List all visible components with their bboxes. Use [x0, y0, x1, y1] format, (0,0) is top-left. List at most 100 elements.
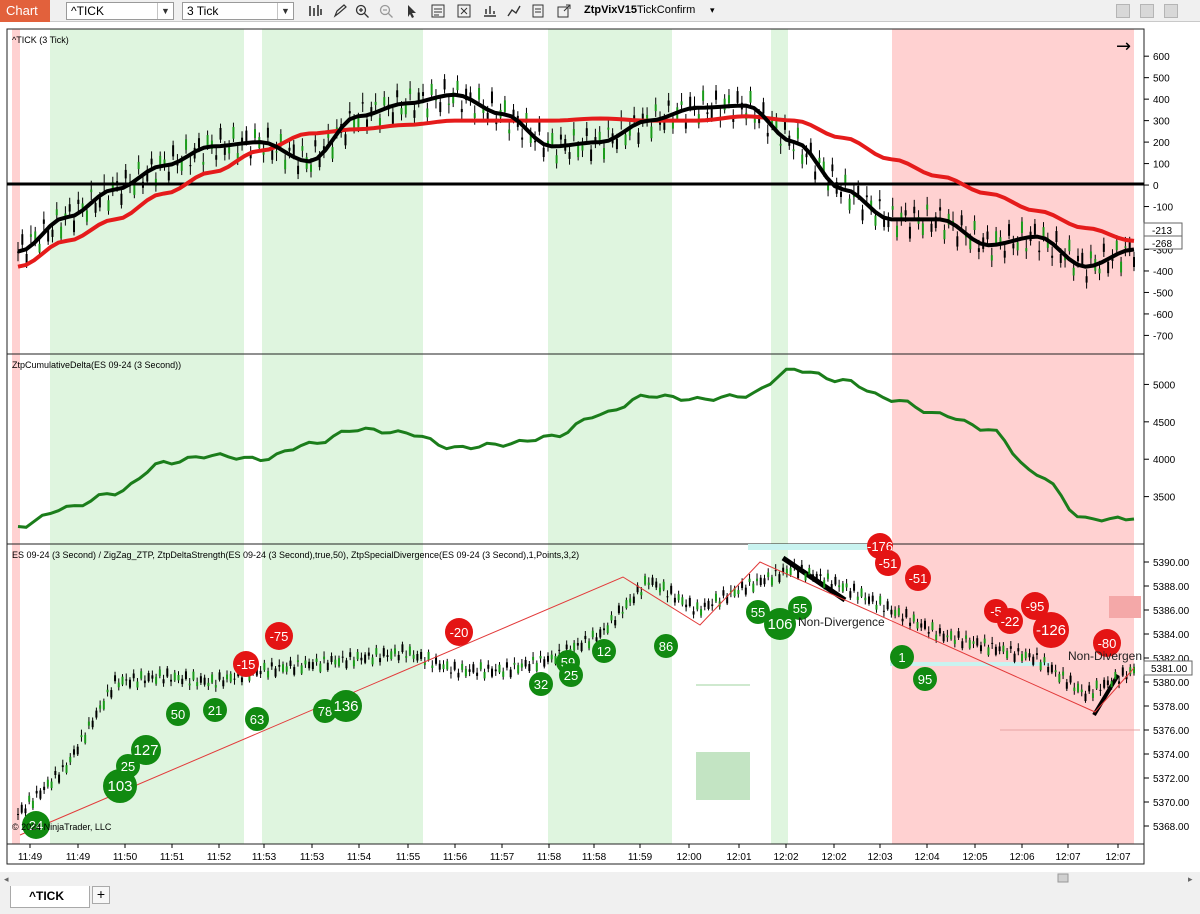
es-candle-body	[173, 672, 176, 681]
chart-tab[interactable]: Chart	[0, 0, 50, 22]
properties-icon[interactable]	[530, 3, 546, 19]
tick-candle-body	[848, 198, 851, 211]
es-candle-body	[17, 814, 19, 815]
es-candle-body	[84, 734, 87, 744]
es-candle-body	[114, 675, 117, 682]
time-label: 11:54	[347, 852, 372, 863]
interval-label: 3 Tick	[187, 4, 219, 18]
data-box-icon[interactable]	[430, 3, 446, 19]
pointer-icon[interactable]	[404, 3, 420, 19]
minimize-button[interactable]	[1116, 4, 1130, 18]
horizontal-scrollbar[interactable]: ◂ ▸	[0, 872, 1200, 884]
scroll-left-icon[interactable]: ◂	[4, 875, 9, 884]
tick-panel-title: ^TICK (3 Tick)	[12, 35, 69, 45]
tick-candle-body	[150, 158, 153, 165]
add-tab-button[interactable]: +	[92, 886, 110, 904]
tick-candle-body	[680, 101, 683, 105]
es-candle-body	[916, 622, 919, 629]
es-candle-body	[1125, 675, 1128, 680]
zoom-in-icon[interactable]	[354, 3, 370, 19]
export-icon[interactable]	[556, 3, 572, 19]
es-candle-body	[170, 679, 173, 682]
es-candle-body	[69, 756, 72, 763]
strategy-name[interactable]: ZtpVixV15	[584, 4, 637, 16]
tick-candle-body	[650, 126, 653, 139]
tick-candle-body	[301, 146, 304, 151]
bars-type-icon[interactable]	[307, 3, 323, 19]
red-bubble	[1033, 612, 1069, 648]
es-candle-body	[763, 578, 766, 585]
es-candle-body	[423, 661, 426, 666]
es-candle-body	[819, 574, 822, 576]
axis-label: -300	[1153, 245, 1173, 256]
chart-area[interactable]: ^TICK (3 Tick) → 600 500 400 300 200 100 0 -100…	[0, 22, 1200, 883]
tick-candle-body	[47, 229, 50, 242]
es-candle-body	[576, 643, 579, 646]
es-candle-body	[849, 591, 852, 598]
green-bubble	[654, 634, 678, 658]
bull-zone	[771, 29, 788, 844]
es-candle-body	[267, 670, 270, 678]
es-candle-body	[875, 604, 878, 610]
green-bubble-value: 55	[751, 605, 765, 620]
es-candle-body	[737, 590, 740, 595]
instrument-selector[interactable]: ^TICK ▼	[66, 2, 174, 20]
red-bubble	[445, 618, 473, 646]
tick-candle-body	[292, 144, 295, 156]
tick-candle-body	[1055, 231, 1058, 243]
es-candle-body	[662, 581, 665, 590]
zoom-out-icon[interactable]	[378, 3, 394, 19]
tick-candle-body	[908, 226, 911, 239]
drawing-tools-icon[interactable]	[506, 3, 522, 19]
interval-selector[interactable]: 3 Tick ▼	[182, 2, 294, 20]
maximize-button[interactable]	[1140, 4, 1154, 18]
tick-candle-body	[512, 109, 515, 119]
scrollbar-thumb[interactable]	[1057, 873, 1069, 883]
tick-candle-body	[818, 157, 821, 163]
tick-candle-body	[956, 236, 959, 247]
tick-candle-body	[331, 147, 334, 159]
close-button[interactable]	[1164, 4, 1178, 18]
es-candle-body	[897, 608, 900, 616]
tick-candle-body	[167, 171, 170, 181]
indicators-icon[interactable]	[482, 3, 498, 19]
es-candle-body	[1077, 683, 1080, 692]
tick-candle-body	[314, 140, 317, 147]
scroll-right-icon[interactable]: ▸	[1188, 875, 1193, 884]
es-candle-body	[65, 765, 68, 773]
es-candle-body	[296, 660, 299, 663]
es-candle-body	[274, 668, 277, 677]
tab-tick[interactable]: ^TICK	[10, 886, 90, 908]
tick-candle-body	[568, 152, 571, 159]
tick-candle-body	[921, 223, 924, 236]
es-candle-body	[588, 641, 591, 649]
tick-candle-body	[60, 226, 63, 239]
tick-candle-body	[822, 161, 825, 174]
es-candle-body	[20, 804, 23, 813]
pencil-icon[interactable]	[332, 3, 348, 19]
cumulative-delta-line	[17, 367, 1135, 529]
tick-candle-body	[133, 183, 136, 195]
axis-label: 4000	[1153, 455, 1176, 466]
non-divergence-label-2: Non-Divergen	[1068, 649, 1142, 663]
tick-candle-body	[831, 164, 834, 172]
es-candle-body	[218, 672, 221, 680]
tick-candle-body	[219, 127, 222, 140]
tick-candle-body	[1133, 257, 1135, 267]
tick-candle-body	[607, 127, 610, 130]
es-candle-body	[1062, 671, 1065, 676]
green-bubble-value: 32	[534, 677, 548, 692]
tick-candle-body	[559, 134, 562, 140]
es-candle-body	[789, 567, 792, 575]
arrow-right-icon[interactable]: →	[1116, 36, 1131, 57]
es-candle-body	[255, 667, 258, 676]
green-bubble-value: 21	[208, 703, 222, 718]
tick-candle-body	[952, 220, 955, 223]
red-bubble	[875, 550, 901, 576]
chevron-down-icon[interactable]: ▾	[710, 5, 715, 15]
tick-candle-body	[391, 112, 394, 124]
strategies-icon[interactable]	[456, 3, 472, 19]
es-candle-body	[162, 679, 165, 684]
green-bubble-value: 106	[767, 616, 792, 633]
strategy-mode[interactable]: TickConfirm	[637, 4, 696, 16]
